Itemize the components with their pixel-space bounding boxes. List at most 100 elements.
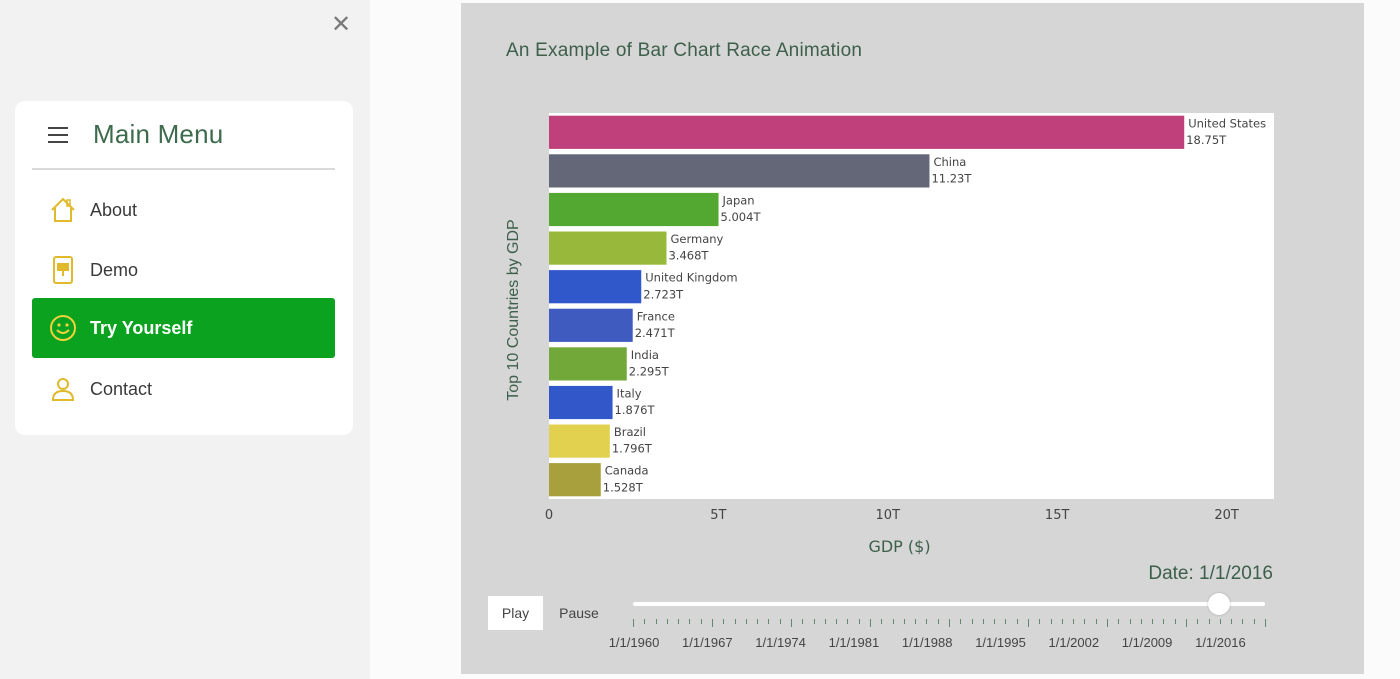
bar-value-label: 2.471T bbox=[635, 326, 676, 340]
menu-item-label: Try Yourself bbox=[90, 317, 193, 338]
slider-tick bbox=[1107, 619, 1108, 627]
slider-tick bbox=[689, 619, 691, 624]
x-tick-label: 20T bbox=[1214, 508, 1239, 523]
bar-value-label: 5.004T bbox=[721, 210, 762, 224]
slider-tick-label: 1/1/1988 bbox=[901, 635, 953, 650]
menu-item-contact[interactable]: Contact bbox=[32, 359, 335, 419]
slider-tick bbox=[1208, 619, 1210, 624]
menu-title: Main Menu bbox=[93, 119, 224, 149]
close-icon[interactable]: ✕ bbox=[330, 11, 352, 38]
bar bbox=[549, 308, 633, 342]
slider-tick bbox=[994, 619, 996, 624]
x-axis-label: GDP ($) bbox=[868, 537, 930, 556]
slider-tick bbox=[1152, 619, 1154, 624]
bar-category-label: France bbox=[637, 309, 675, 323]
slider-tick bbox=[745, 619, 747, 624]
slider-tick bbox=[926, 619, 928, 624]
date-slider-thumb[interactable] bbox=[1208, 593, 1230, 615]
slider-tick bbox=[1197, 619, 1199, 624]
bar bbox=[549, 347, 627, 381]
slider-tick bbox=[1039, 619, 1041, 624]
menu-item-label: Contact bbox=[90, 378, 153, 399]
slider-tick bbox=[1005, 619, 1007, 624]
bar-value-label: 11.23T bbox=[931, 172, 972, 186]
slider-tick bbox=[1231, 619, 1233, 624]
bar-value-label: 18.75T bbox=[1186, 133, 1227, 147]
slider-tick bbox=[858, 619, 860, 624]
bar-category-label: United States bbox=[1188, 116, 1266, 130]
bar bbox=[549, 231, 667, 265]
bar bbox=[549, 385, 613, 420]
slider-tick bbox=[1084, 619, 1086, 624]
menu-item-try-yourself[interactable]: Try Yourself bbox=[32, 298, 335, 358]
slider-tick bbox=[836, 619, 838, 624]
slider-tick bbox=[960, 619, 962, 624]
slider-tick bbox=[757, 619, 759, 624]
slider-tick bbox=[633, 619, 634, 627]
bar-category-label: Germany bbox=[670, 232, 723, 246]
slider-ticks bbox=[633, 619, 1266, 627]
slider-tick-label: 1/1/1974 bbox=[755, 635, 806, 650]
slider-tick bbox=[1174, 619, 1176, 624]
menu-item-about[interactable]: About bbox=[32, 180, 335, 240]
bar bbox=[549, 463, 601, 497]
slider-tick bbox=[779, 619, 781, 624]
slider-tick-label: 1/1/1981 bbox=[828, 635, 880, 650]
slider-tick bbox=[1265, 619, 1266, 627]
slider-tick bbox=[881, 619, 883, 624]
slider-tick bbox=[937, 619, 939, 624]
slider-tick bbox=[1186, 619, 1187, 627]
slider-tick-label: 1/1/1967 bbox=[681, 635, 733, 650]
slider-tick bbox=[678, 619, 680, 624]
bar-chart: United States 18.75T China 11.23T Japan 5.004… bbox=[545, 113, 1274, 556]
person-icon bbox=[48, 374, 78, 404]
menu-item-label: Demo bbox=[90, 259, 139, 280]
slider-tick-label: 1/1/1995 bbox=[975, 635, 1026, 650]
bar-value-label: 1.796T bbox=[612, 442, 653, 456]
slider-tick bbox=[1095, 619, 1097, 624]
slider-tick bbox=[903, 619, 905, 624]
menu-item-label: About bbox=[90, 199, 138, 220]
slider-tick bbox=[1163, 619, 1165, 624]
slider-tick bbox=[1140, 619, 1142, 624]
slider-tick bbox=[982, 619, 984, 624]
slider-tick bbox=[734, 619, 736, 624]
slider-tick bbox=[813, 619, 815, 624]
slider-tick-label: 1/1/2002 bbox=[1048, 635, 1100, 650]
slider-tick bbox=[1242, 619, 1244, 624]
slider-tick bbox=[723, 619, 725, 624]
slider-tick bbox=[768, 619, 770, 624]
chart-panel: An Example of Bar Chart Race Animation T… bbox=[461, 3, 1364, 674]
slider-tick bbox=[655, 619, 657, 624]
date-slider-track[interactable] bbox=[633, 602, 1265, 606]
bar-value-label: 1.528T bbox=[603, 480, 644, 494]
bar-value-label: 1.876T bbox=[615, 403, 656, 417]
slider-tick bbox=[644, 619, 646, 624]
main-menu: Main Menu About Demo bbox=[15, 101, 353, 435]
slider-tick bbox=[1253, 619, 1255, 624]
slider-tick bbox=[1050, 619, 1052, 624]
play-button[interactable]: Play bbox=[488, 596, 543, 630]
x-tick-label: 15T bbox=[1045, 508, 1070, 523]
smiley-icon bbox=[48, 313, 78, 343]
hamburger-icon[interactable] bbox=[48, 126, 68, 143]
bar-category-label: Italy bbox=[617, 387, 642, 401]
slider-tick-label: 1/1/1960 bbox=[608, 635, 660, 650]
house-icon bbox=[48, 195, 78, 225]
bar-category-label: Canada bbox=[605, 464, 649, 478]
menu-header: Main Menu bbox=[32, 101, 335, 170]
x-tick-label: 0 bbox=[545, 508, 553, 523]
slider-tick bbox=[971, 619, 973, 624]
slider-tick bbox=[824, 619, 826, 624]
bar-category-label: China bbox=[933, 155, 966, 169]
bar bbox=[549, 154, 930, 188]
slider-tick bbox=[915, 619, 917, 624]
pause-button[interactable]: Pause bbox=[559, 605, 599, 621]
bar-category-label: Japan bbox=[722, 194, 755, 208]
slider-tick bbox=[791, 619, 792, 627]
bar-category-label: United Kingdom bbox=[645, 271, 737, 285]
bar bbox=[549, 424, 610, 458]
slider-tick bbox=[870, 619, 871, 627]
bar bbox=[549, 192, 719, 227]
menu-item-demo[interactable]: Demo bbox=[32, 240, 335, 300]
